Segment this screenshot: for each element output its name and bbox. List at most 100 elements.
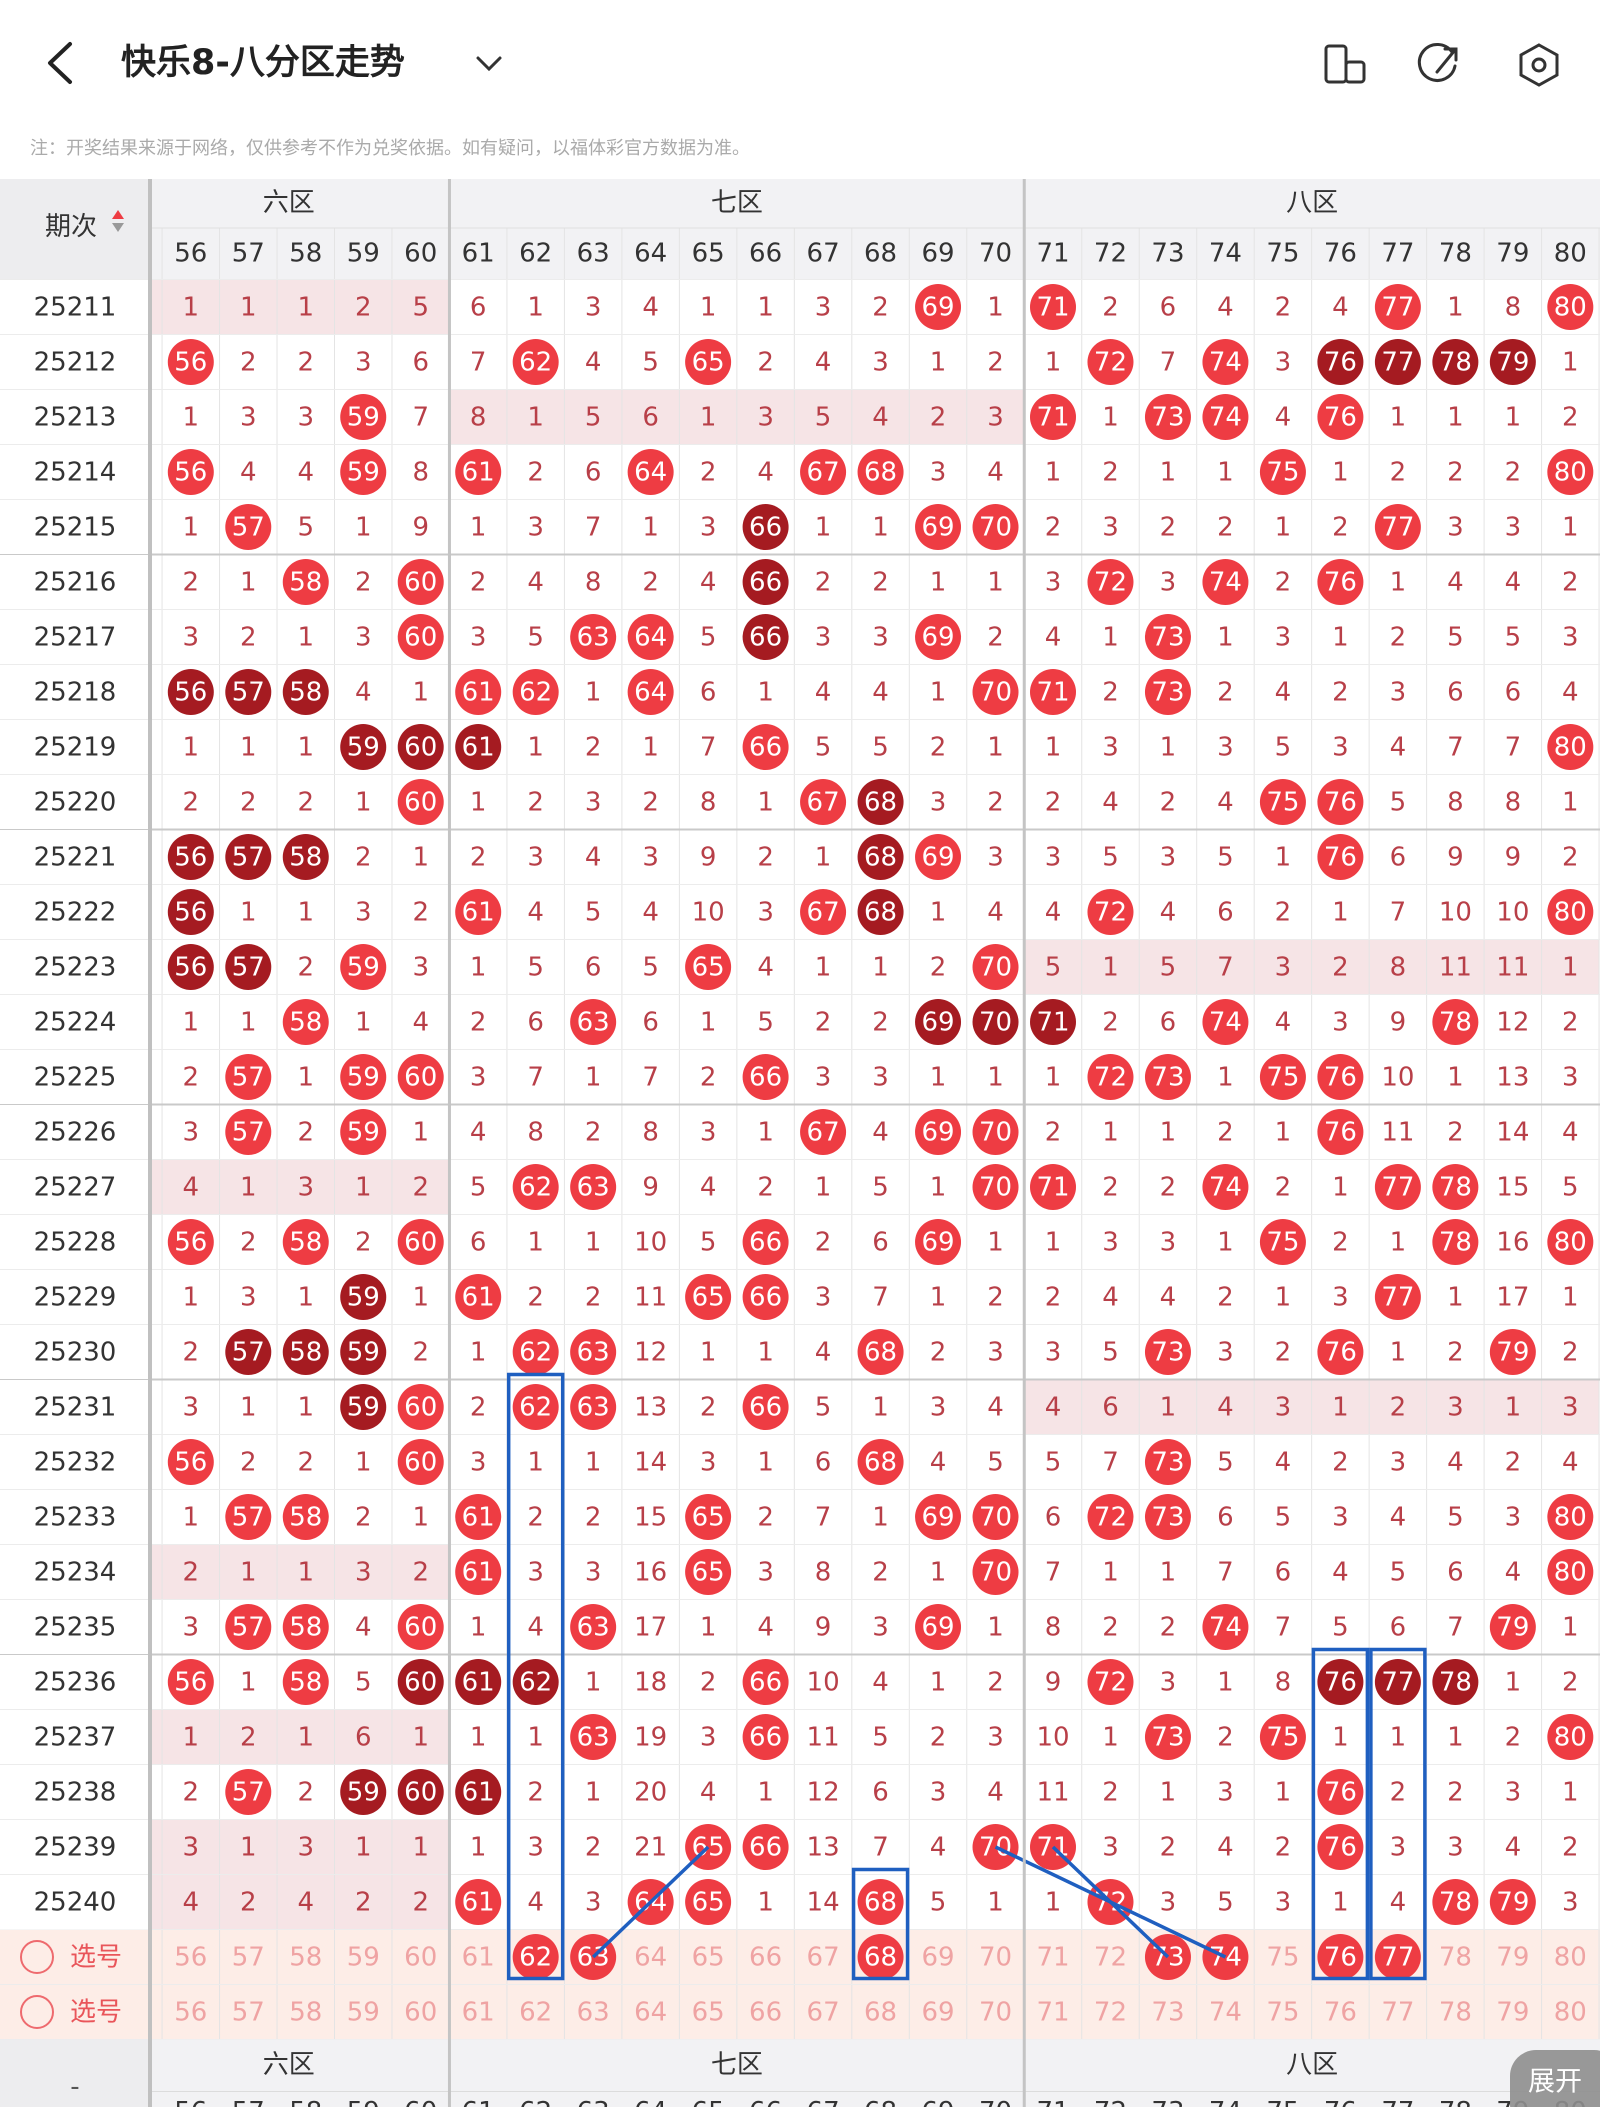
select-number[interactable]: 71 [1036, 1998, 1069, 2028]
hit-ball-number: 80 [1554, 1228, 1587, 1258]
miss-count: 1 [183, 403, 200, 433]
miss-count: 2 [527, 1503, 544, 1533]
select-number[interactable]: 78 [1439, 1998, 1472, 2028]
miss-count: 3 [930, 1778, 947, 1808]
select-number[interactable]: 65 [692, 1998, 725, 2028]
select-number[interactable]: 68 [864, 1998, 897, 2028]
select-number[interactable]: 75 [1266, 1998, 1299, 2028]
select-number[interactable]: 72 [1094, 1943, 1127, 1973]
miss-count: 5 [1275, 733, 1292, 763]
select-number[interactable]: 57 [232, 1998, 265, 2028]
miss-count: 2 [757, 348, 774, 378]
miss-count: 2 [987, 788, 1004, 818]
column-header: 58 [289, 238, 322, 268]
hit-ball-number: 66 [749, 1668, 782, 1698]
column-header: 70 [979, 238, 1012, 268]
select-number[interactable]: 77 [1381, 1998, 1414, 2028]
select-number[interactable]: 67 [807, 1943, 840, 1973]
select-number[interactable]: 69 [921, 1943, 954, 1973]
miss-count: 2 [1390, 1393, 1407, 1423]
hit-ball-number: 58 [289, 1668, 322, 1698]
hit-ball [1144, 1714, 1191, 1760]
select-number[interactable]: 61 [462, 1943, 495, 1973]
hit-ball-number: 56 [174, 348, 207, 378]
select-number[interactable]: 64 [634, 1998, 667, 2028]
sort-down[interactable] [112, 223, 124, 232]
footer-column-header: 68 [864, 2097, 897, 2107]
select-number[interactable]: 59 [347, 1998, 380, 2028]
miss-count: 9 [1505, 843, 1522, 873]
select-number[interactable]: 58 [289, 1998, 322, 2028]
select-number[interactable]: 78 [1439, 1943, 1472, 1973]
select-number[interactable]: 60 [404, 1998, 437, 2028]
select-number[interactable]: 72 [1094, 1998, 1127, 2028]
hit-ball-number: 59 [347, 1283, 380, 1313]
select-label[interactable]: 选号 [70, 1998, 122, 2028]
select-number[interactable]: 62 [519, 1998, 552, 2028]
select-number[interactable]: 69 [921, 1998, 954, 2028]
miss-count: 2 [470, 568, 487, 598]
back-button[interactable] [48, 42, 72, 84]
select-number[interactable]: 70 [979, 1998, 1012, 2028]
select-number[interactable]: 57 [232, 1943, 265, 1973]
select-number[interactable]: 73 [1151, 1998, 1184, 2028]
select-number[interactable]: 64 [634, 1943, 667, 1973]
hit-ball [1374, 1164, 1421, 1210]
column-header: 71 [1036, 238, 1069, 268]
select-label[interactable]: 选号 [70, 1943, 122, 1973]
footer-column-header: 65 [692, 2097, 725, 2107]
title-dropdown[interactable] [476, 56, 502, 72]
hit-ball-number: 74 [1209, 348, 1242, 378]
settings-icon[interactable] [1519, 43, 1559, 87]
select-number[interactable]: 63 [577, 1998, 610, 2028]
select-number[interactable]: 67 [807, 1998, 840, 2028]
hit-ball-number: 61 [462, 898, 495, 928]
select-number[interactable]: 56 [174, 1998, 207, 2028]
select-number[interactable]: 71 [1036, 1943, 1069, 1973]
miss-count: 3 [1102, 733, 1119, 763]
select-number[interactable]: 75 [1266, 1943, 1299, 1973]
select-number[interactable]: 80 [1554, 1943, 1587, 1973]
miss-count: 2 [412, 1338, 429, 1368]
expand-label[interactable]: 展开 [1528, 2067, 1582, 2098]
miss-count: 4 [1217, 1393, 1234, 1423]
miss-count: 1 [1102, 1723, 1119, 1753]
hit-ball [225, 944, 272, 990]
miss-count: 2 [872, 568, 889, 598]
select-number[interactable]: 74 [1209, 1998, 1242, 2028]
select-number[interactable]: 59 [347, 1943, 380, 1973]
period: 25229 [34, 1283, 117, 1313]
hit-ball-number: 71 [1036, 1173, 1069, 1203]
miss-count: 8 [1505, 293, 1522, 323]
select-number[interactable]: 79 [1496, 1998, 1529, 2028]
landscape-icon[interactable] [1324, 44, 1366, 84]
miss-count: 2 [183, 1558, 200, 1588]
select-number[interactable]: 65 [692, 1943, 725, 1973]
select-number[interactable]: 60 [404, 1943, 437, 1973]
select-number[interactable]: 58 [289, 1943, 322, 1973]
expand-button[interactable] [1510, 2050, 1600, 2107]
select-number[interactable]: 61 [462, 1998, 495, 2028]
sort-up[interactable] [112, 210, 124, 219]
share-icon[interactable] [1417, 42, 1458, 82]
select-number[interactable]: 66 [749, 1998, 782, 2028]
select-number[interactable]: 76 [1324, 1998, 1357, 2028]
select-number[interactable]: 70 [979, 1943, 1012, 1973]
miss-count: 3 [1447, 513, 1464, 543]
miss-count: 1 [1332, 458, 1349, 488]
miss-count: 2 [1390, 458, 1407, 488]
miss-count: 3 [183, 1393, 200, 1423]
hit-ball [340, 1384, 387, 1430]
footer-column-header: 62 [519, 2097, 552, 2107]
miss-count: 3 [1447, 1393, 1464, 1423]
miss-count: 4 [527, 1888, 544, 1918]
hit-ball-number: 68 [864, 1448, 897, 1478]
select-number[interactable]: 56 [174, 1943, 207, 1973]
select-number[interactable]: 79 [1496, 1943, 1529, 1973]
select-radio[interactable] [20, 1940, 54, 1974]
miss-count: 1 [1332, 898, 1349, 928]
select-number[interactable]: 66 [749, 1943, 782, 1973]
select-radio[interactable] [20, 1995, 54, 2029]
select-number[interactable]: 80 [1554, 1998, 1587, 2028]
hit-ball [1202, 1604, 1249, 1650]
